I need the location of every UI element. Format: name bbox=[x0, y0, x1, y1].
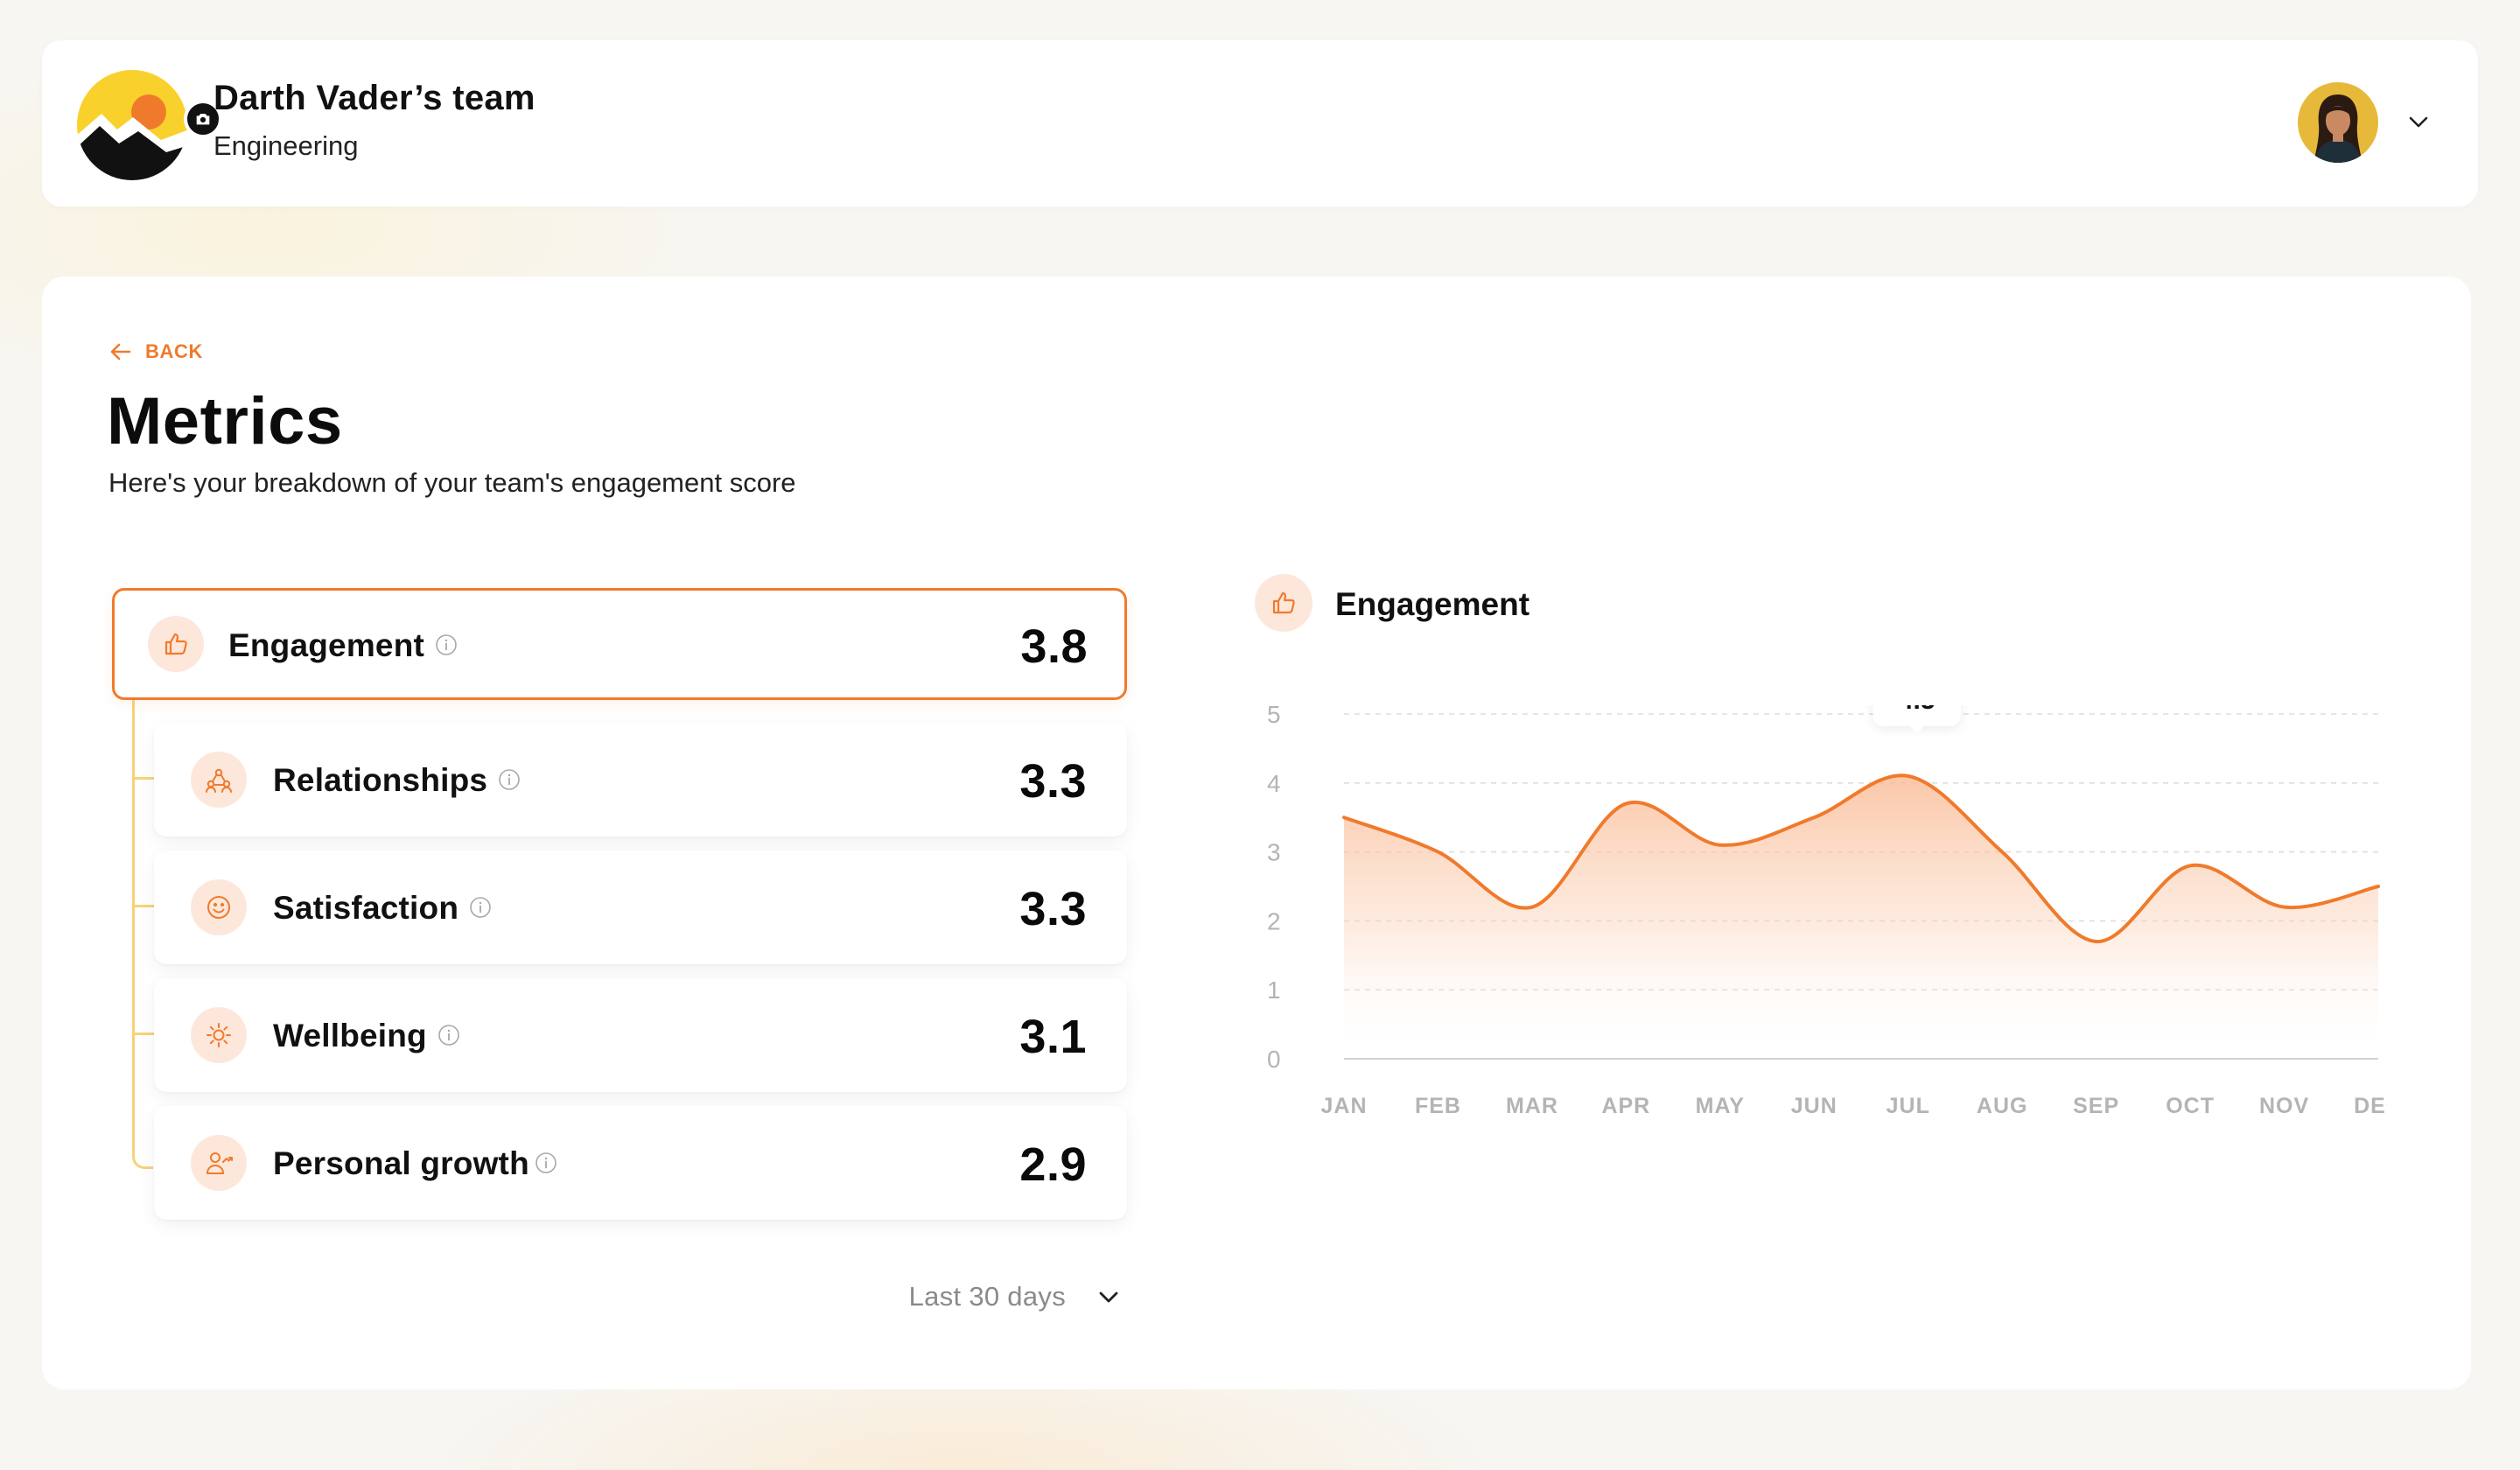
camera-icon[interactable] bbox=[184, 100, 222, 138]
chart-title: Engagement bbox=[1335, 586, 1530, 622]
team-logo-icon[interactable] bbox=[75, 68, 189, 182]
period-selected: Last 30 days bbox=[908, 1281, 1066, 1312]
metric-label-text: Satisfaction bbox=[273, 890, 459, 926]
x-tick-label: JUL bbox=[1886, 1094, 1930, 1118]
user-menu[interactable] bbox=[2298, 80, 2446, 164]
metric-row-relationships[interactable]: Relationships 3.3 bbox=[154, 723, 1127, 836]
people-network-icon bbox=[191, 752, 247, 808]
metric-row-engagement[interactable]: Engagement 3.8 bbox=[112, 588, 1127, 700]
metrics-panel: BACK Metrics Here's your breakdown of yo… bbox=[42, 276, 2471, 1390]
tree-branch bbox=[135, 1032, 154, 1035]
x-tick-label: AUG bbox=[1977, 1094, 2028, 1118]
page-title: Metrics bbox=[107, 384, 343, 458]
y-tick-label: 4 bbox=[1267, 770, 1281, 797]
metric-value: 3.3 bbox=[1019, 755, 1087, 808]
series-line bbox=[1342, 774, 2380, 944]
chevron-down-icon bbox=[1099, 1292, 1118, 1303]
info-icon[interactable] bbox=[535, 1152, 557, 1174]
metric-value: 3.3 bbox=[1019, 883, 1087, 935]
y-tick-label: 5 bbox=[1267, 705, 1281, 728]
metric-label: Wellbeing bbox=[273, 1018, 460, 1054]
info-icon[interactable] bbox=[435, 634, 458, 656]
metric-label-text: Wellbeing bbox=[273, 1018, 427, 1054]
metric-label: Relationships bbox=[273, 762, 521, 799]
metric-label: Engagement bbox=[228, 627, 458, 664]
metric-row-personal-growth[interactable]: Personal growth 2.9 bbox=[154, 1106, 1127, 1220]
metric-label-text: Personal growth bbox=[273, 1145, 529, 1181]
x-tick-label: NOV bbox=[2259, 1094, 2309, 1118]
x-tick-label: JAN bbox=[1320, 1094, 1367, 1118]
y-tick-label: 2 bbox=[1267, 907, 1281, 934]
metric-value: 3.1 bbox=[1019, 1011, 1087, 1063]
thumbs-up-icon bbox=[148, 616, 204, 672]
tree-connector bbox=[132, 700, 153, 1169]
x-tick-label: MAR bbox=[1506, 1094, 1558, 1118]
metric-value: 3.8 bbox=[1020, 620, 1088, 673]
metric-row-satisfaction[interactable]: Satisfaction 3.3 bbox=[154, 850, 1127, 964]
x-tick-label: OCT bbox=[2166, 1094, 2215, 1118]
y-tick-label: 0 bbox=[1267, 1046, 1281, 1073]
metric-label-text: Relationships bbox=[273, 762, 488, 798]
smile-icon bbox=[191, 879, 247, 935]
area-fill bbox=[1344, 775, 2378, 1059]
x-tick-label: DEC bbox=[2354, 1094, 2387, 1118]
value-tooltip: 4.5 bbox=[1872, 705, 1961, 733]
x-tick-label: FEB bbox=[1415, 1094, 1461, 1118]
engagement-chart: 0 1 2 3 4 5 JAN FEB MAR APR MAY JUN JUL AUG SEP OCT NOV D… bbox=[1267, 705, 2387, 1118]
user-avatar[interactable] bbox=[2298, 82, 2378, 163]
metric-label: Satisfaction bbox=[273, 890, 492, 927]
back-label: BACK bbox=[145, 340, 203, 362]
x-tick-label: SEP bbox=[2073, 1094, 2119, 1118]
page-subtitle: Here's your breakdown of your team's eng… bbox=[108, 467, 796, 498]
x-tick-label: MAY bbox=[1696, 1094, 1745, 1118]
y-tick-label: 1 bbox=[1267, 976, 1281, 1004]
team-name: Darth Vader’s team bbox=[214, 79, 536, 117]
tree-branch bbox=[135, 905, 154, 907]
tooltip-box bbox=[1872, 705, 1961, 726]
metric-label-text: Engagement bbox=[228, 627, 425, 663]
chevron-down-icon[interactable] bbox=[2403, 107, 2434, 138]
x-tick-label: JUN bbox=[1791, 1094, 1838, 1118]
y-tick-label: 3 bbox=[1267, 839, 1281, 866]
info-icon[interactable] bbox=[498, 768, 521, 791]
period-select[interactable]: Last 30 days bbox=[892, 1270, 1129, 1323]
arrow-left-icon bbox=[110, 343, 131, 360]
user-growth-icon bbox=[191, 1135, 247, 1191]
tooltip-pointer bbox=[1908, 725, 1925, 733]
info-icon[interactable] bbox=[438, 1024, 460, 1046]
sun-icon bbox=[191, 1007, 247, 1063]
x-tick-label: APR bbox=[1601, 1094, 1650, 1118]
app-header: Darth Vader’s team Engineering bbox=[42, 40, 2478, 206]
tree-branch bbox=[135, 777, 154, 780]
team-department: Engineering bbox=[214, 130, 359, 161]
info-icon[interactable] bbox=[469, 896, 492, 919]
metric-row-wellbeing[interactable]: Wellbeing 3.1 bbox=[154, 978, 1127, 1092]
metric-label: Personal growth bbox=[273, 1145, 557, 1182]
thumbs-up-icon bbox=[1255, 574, 1312, 632]
back-button[interactable]: BACK bbox=[107, 338, 203, 366]
tooltip-value: 4.5 bbox=[1899, 705, 1936, 715]
metric-value: 2.9 bbox=[1019, 1138, 1087, 1191]
